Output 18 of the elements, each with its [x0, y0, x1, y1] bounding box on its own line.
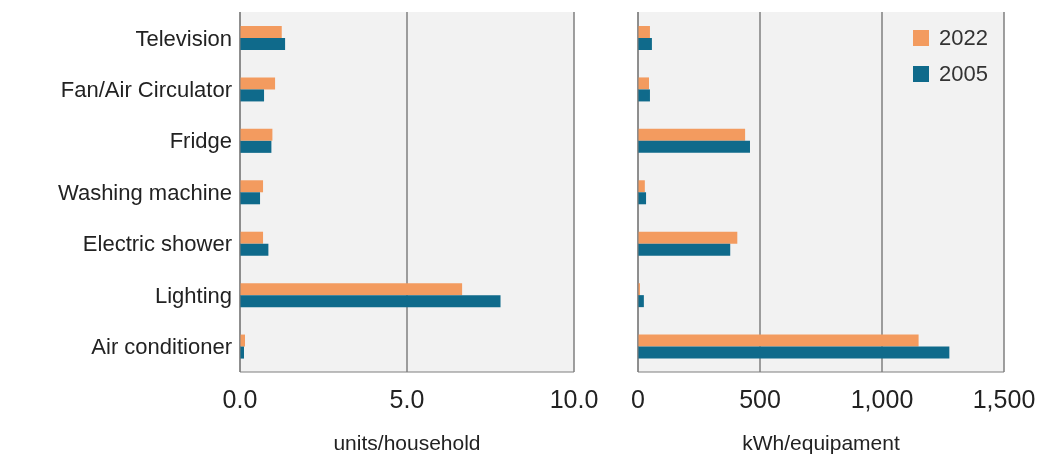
legend-label: 2022 — [939, 24, 988, 52]
x-tick-label: 1,000 — [850, 384, 914, 413]
y-tick-label: Lighting — [154, 282, 232, 308]
y-tick-label: Air conditioner — [91, 334, 232, 360]
y-tick-label: Fridge — [169, 128, 232, 154]
x-axis-title: kWh/equipament — [742, 431, 900, 454]
x-axis-title: units/household — [333, 431, 481, 454]
legend-label: 2005 — [939, 60, 988, 88]
y-tick-label: Electric shower — [82, 231, 232, 257]
x-tick-label: 10.0 — [549, 384, 599, 413]
x-tick-label: 0 — [631, 384, 645, 413]
x-tick-label: 500 — [739, 384, 781, 413]
x-tick-label: 1,500 — [972, 384, 1036, 413]
y-tick-label: Washing machine — [57, 179, 232, 205]
y-tick-label: Television — [135, 25, 232, 51]
x-tick-label: 5.0 — [389, 384, 425, 413]
x-tick-label: 0.0 — [222, 384, 258, 413]
y-tick-label: Fan/Air Circulator — [60, 76, 232, 102]
